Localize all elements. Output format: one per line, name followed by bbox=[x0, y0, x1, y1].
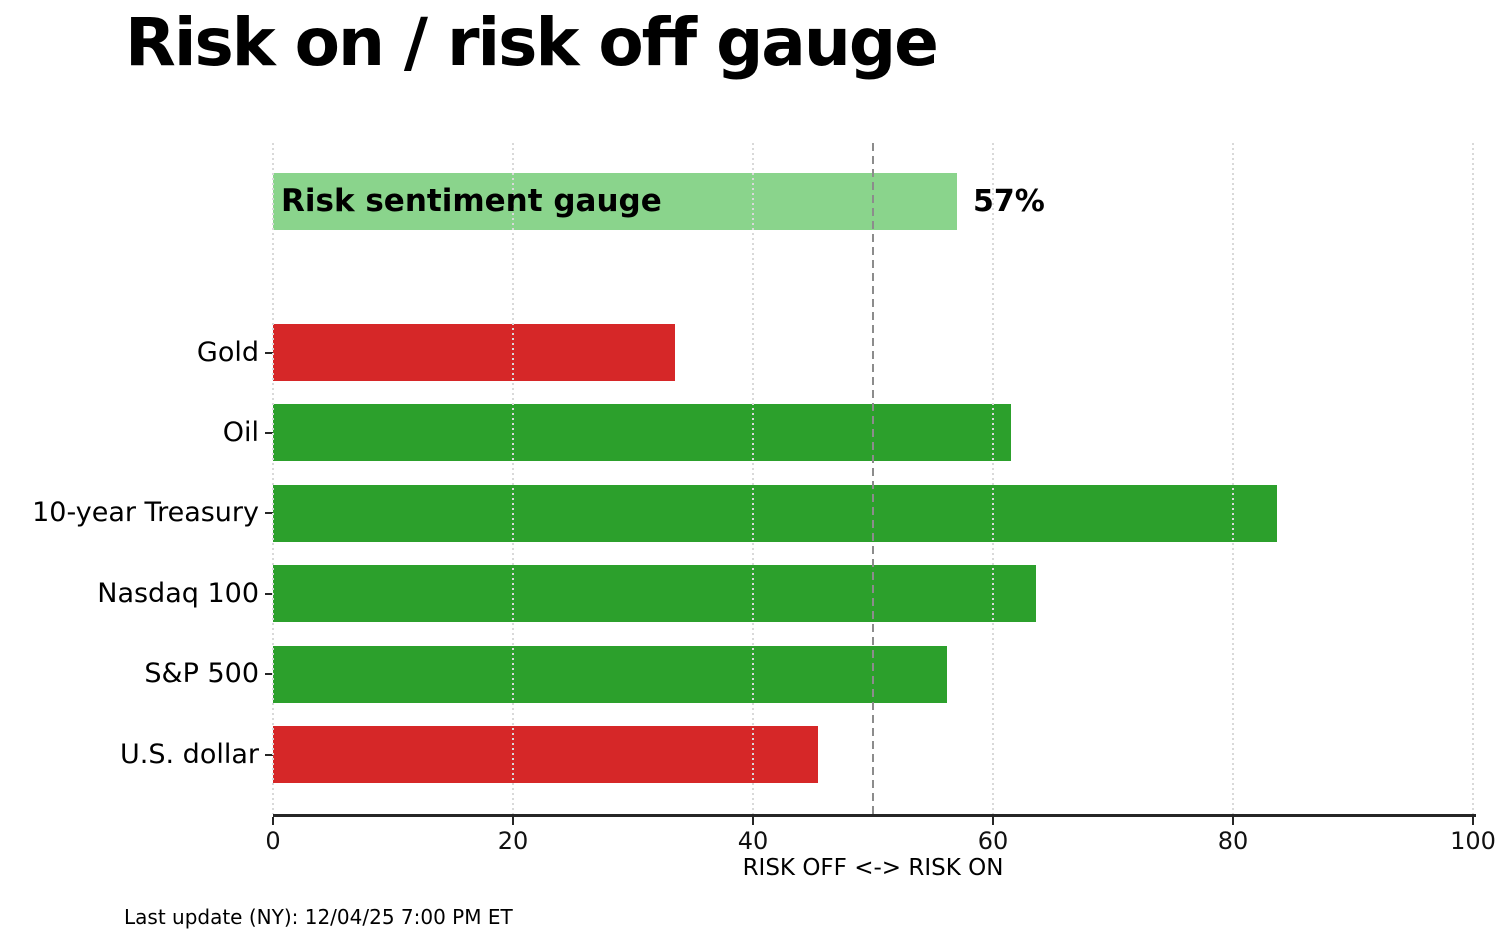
gridline-40 bbox=[752, 143, 754, 814]
bar-gold bbox=[273, 324, 675, 381]
x-tick-40 bbox=[752, 817, 754, 825]
y-tick-10-year-treasury bbox=[265, 512, 273, 515]
y-label-gold: Gold bbox=[196, 336, 259, 368]
x-tick-80 bbox=[1232, 817, 1234, 825]
gauge-bar-label: Risk sentiment gauge bbox=[281, 183, 662, 219]
x-tick-label-100: 100 bbox=[1450, 827, 1496, 855]
last-update-text: Last update (NY): 12/04/25 7:00 PM ET bbox=[124, 905, 513, 929]
y-tick-nasdaq-100 bbox=[265, 592, 273, 595]
x-tick-label-40: 40 bbox=[737, 827, 769, 855]
y-label-u-s-dollar: U.S. dollar bbox=[120, 738, 259, 770]
plot-area: Risk sentiment gauge 57% Gold Oil 10-year … bbox=[32, 143, 1496, 855]
gauge-value-label: 57% bbox=[973, 184, 1045, 219]
y-label-oil: Oil bbox=[222, 416, 259, 448]
y-tick-oil bbox=[265, 431, 273, 434]
x-tick-label-60: 60 bbox=[977, 827, 1009, 855]
gridline-80 bbox=[1232, 143, 1234, 814]
x-tick-100 bbox=[1472, 817, 1474, 825]
x-axis-spine bbox=[273, 814, 1476, 817]
y-tick-gold bbox=[265, 351, 273, 354]
y-label-nasdaq-100: Nasdaq 100 bbox=[97, 577, 259, 609]
gridline-60 bbox=[992, 143, 994, 814]
y-tick-s-p-500 bbox=[265, 673, 273, 676]
bar-oil bbox=[273, 404, 1011, 462]
x-tick-label-0: 0 bbox=[265, 827, 281, 855]
bar-10-year-treasury bbox=[273, 484, 1278, 542]
x-tick-60 bbox=[992, 817, 994, 825]
y-label-10-year-treasury: 10-year Treasury bbox=[32, 497, 259, 529]
y-tick-u-s-dollar bbox=[265, 753, 273, 756]
gauge-bar bbox=[273, 173, 957, 230]
gridline-0 bbox=[272, 143, 274, 814]
bar-u-s-dollar bbox=[273, 726, 818, 783]
x-tick-label-80: 80 bbox=[1217, 827, 1249, 855]
bar-s-p-500 bbox=[273, 645, 948, 703]
y-label-s-p-500: S&P 500 bbox=[144, 658, 259, 690]
gridline-100 bbox=[1472, 143, 1474, 814]
x-axis-label: RISK OFF <-> RISK ON bbox=[742, 855, 1004, 881]
x-tick-20 bbox=[512, 817, 514, 825]
threshold-line-50 bbox=[872, 143, 874, 814]
chart-title: Risk on / risk off gauge bbox=[125, 4, 939, 81]
x-tick-label-20: 20 bbox=[497, 827, 529, 855]
bar-nasdaq-100 bbox=[273, 565, 1037, 623]
x-tick-0 bbox=[272, 817, 274, 825]
gridline-20 bbox=[512, 143, 514, 814]
